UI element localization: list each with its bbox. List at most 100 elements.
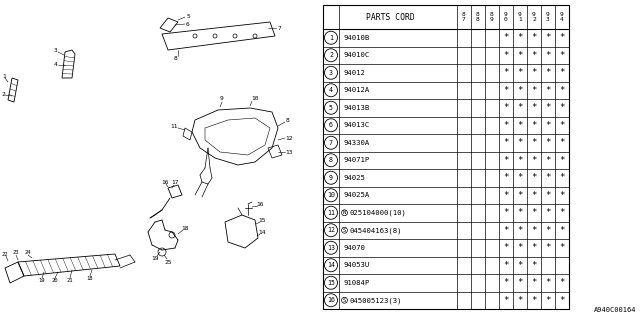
Text: 1: 1 — [2, 74, 6, 78]
Text: *: * — [503, 121, 509, 130]
Text: *: * — [517, 86, 523, 95]
Text: 21: 21 — [67, 277, 73, 283]
Text: 9
0: 9 0 — [504, 12, 508, 22]
Text: *: * — [517, 103, 523, 112]
Text: *: * — [517, 191, 523, 200]
Text: *: * — [503, 68, 509, 77]
Text: *: * — [545, 156, 550, 165]
Text: 9: 9 — [329, 175, 333, 181]
Text: 19: 19 — [151, 255, 159, 260]
Text: *: * — [503, 156, 509, 165]
Text: *: * — [503, 243, 509, 252]
Text: *: * — [503, 33, 509, 42]
Text: 9
3: 9 3 — [546, 12, 550, 22]
Text: 94071P: 94071P — [343, 157, 369, 163]
Text: *: * — [545, 51, 550, 60]
Text: *: * — [545, 86, 550, 95]
Text: 7: 7 — [329, 140, 333, 146]
Text: 94013B: 94013B — [343, 105, 369, 111]
Text: 25: 25 — [164, 260, 172, 265]
Text: N: N — [343, 210, 346, 215]
Text: *: * — [517, 138, 523, 147]
Text: *: * — [559, 296, 564, 305]
Text: 14: 14 — [327, 262, 335, 268]
Text: *: * — [559, 138, 564, 147]
Text: 8
8: 8 8 — [476, 12, 480, 22]
Text: 9
2: 9 2 — [532, 12, 536, 22]
Bar — [323, 5, 569, 309]
Text: 11: 11 — [327, 210, 335, 216]
Text: 12: 12 — [285, 135, 292, 140]
Text: *: * — [531, 278, 537, 287]
Text: 23: 23 — [13, 251, 19, 255]
Text: *: * — [531, 243, 537, 252]
Text: *: * — [559, 103, 564, 112]
Text: 94053U: 94053U — [343, 262, 369, 268]
Text: *: * — [531, 208, 537, 217]
Text: 11: 11 — [170, 124, 178, 130]
Text: *: * — [503, 51, 509, 60]
Text: S: S — [343, 228, 346, 233]
Text: 9
1: 9 1 — [518, 12, 522, 22]
Text: *: * — [517, 173, 523, 182]
Text: *: * — [531, 33, 537, 42]
Text: *: * — [531, 121, 537, 130]
Text: *: * — [531, 226, 537, 235]
Text: 94010B: 94010B — [343, 35, 369, 41]
Text: *: * — [545, 173, 550, 182]
Text: 94010C: 94010C — [343, 52, 369, 58]
Text: *: * — [517, 68, 523, 77]
Text: *: * — [531, 191, 537, 200]
Text: *: * — [503, 173, 509, 182]
Text: *: * — [559, 173, 564, 182]
Text: 5: 5 — [329, 105, 333, 111]
Text: *: * — [503, 261, 509, 270]
Text: 8: 8 — [329, 157, 333, 163]
Text: S: S — [343, 298, 346, 303]
Text: 2: 2 — [329, 52, 333, 58]
Text: *: * — [545, 278, 550, 287]
Text: *: * — [545, 68, 550, 77]
Text: *: * — [503, 86, 509, 95]
Text: *: * — [503, 278, 509, 287]
Text: *: * — [545, 121, 550, 130]
Text: 9: 9 — [220, 97, 224, 101]
Text: 025104000(10): 025104000(10) — [350, 210, 407, 216]
Text: 18: 18 — [87, 276, 93, 281]
Text: *: * — [503, 138, 509, 147]
Text: *: * — [517, 261, 523, 270]
Text: 19: 19 — [39, 277, 45, 283]
Text: 17: 17 — [172, 180, 179, 185]
Text: *: * — [559, 121, 564, 130]
Text: 94013C: 94013C — [343, 122, 369, 128]
Text: 18: 18 — [181, 226, 189, 230]
Text: 6: 6 — [186, 21, 190, 27]
Text: *: * — [503, 208, 509, 217]
Text: *: * — [559, 278, 564, 287]
Text: *: * — [517, 33, 523, 42]
Text: 2: 2 — [1, 92, 5, 98]
Text: *: * — [517, 51, 523, 60]
Text: *: * — [545, 226, 550, 235]
Text: 16: 16 — [161, 180, 169, 185]
Text: 22: 22 — [2, 252, 8, 257]
Text: *: * — [517, 296, 523, 305]
Text: *: * — [531, 296, 537, 305]
Text: *: * — [559, 68, 564, 77]
Text: *: * — [503, 103, 509, 112]
Text: *: * — [559, 51, 564, 60]
Text: 4: 4 — [54, 62, 58, 68]
Text: 8: 8 — [286, 118, 290, 124]
Text: 5: 5 — [186, 13, 190, 19]
Text: *: * — [531, 68, 537, 77]
Text: 1: 1 — [329, 35, 333, 41]
Text: 8: 8 — [173, 55, 177, 60]
Text: 16: 16 — [256, 203, 264, 207]
Text: 4: 4 — [329, 87, 333, 93]
Text: *: * — [559, 156, 564, 165]
Text: *: * — [531, 51, 537, 60]
Text: 6: 6 — [329, 122, 333, 128]
Text: 8
9: 8 9 — [490, 12, 494, 22]
Text: 91084P: 91084P — [343, 280, 369, 286]
Text: 3: 3 — [329, 70, 333, 76]
